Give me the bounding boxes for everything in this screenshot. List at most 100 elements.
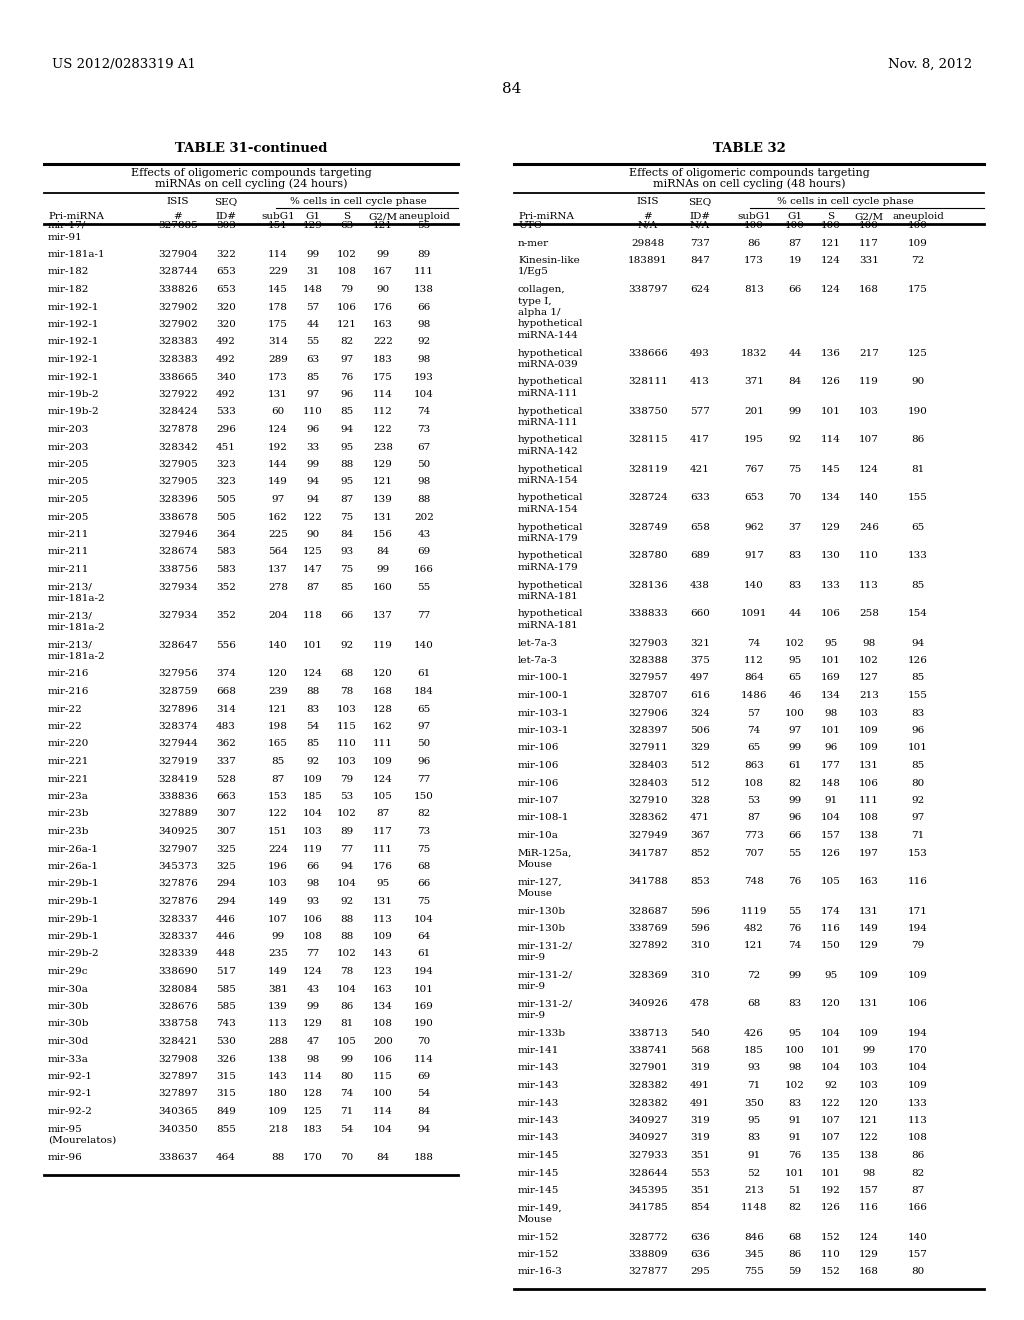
Text: 327907: 327907 [158, 845, 198, 854]
Text: 149: 149 [268, 898, 288, 906]
Text: 1/Eg5: 1/Eg5 [518, 268, 549, 276]
Text: 101: 101 [908, 743, 928, 752]
Text: 105: 105 [821, 878, 841, 887]
Text: hypothetical: hypothetical [518, 523, 584, 532]
Text: 85: 85 [340, 408, 353, 417]
Text: 143: 143 [373, 949, 393, 958]
Text: 90: 90 [911, 378, 925, 387]
Text: 84: 84 [340, 531, 353, 539]
Text: S: S [343, 213, 350, 220]
Text: (Mourelatos): (Mourelatos) [48, 1137, 117, 1144]
Text: mir-16-3: mir-16-3 [518, 1267, 563, 1276]
Text: 106: 106 [908, 999, 928, 1008]
Text: 84: 84 [503, 82, 521, 96]
Text: subG1: subG1 [261, 213, 295, 220]
Text: 183: 183 [373, 355, 393, 364]
Text: 92: 92 [824, 1081, 838, 1090]
Text: 87: 87 [306, 582, 319, 591]
Text: 109: 109 [859, 970, 879, 979]
Text: 67: 67 [418, 442, 431, 451]
Text: 63: 63 [306, 355, 319, 364]
Text: 131: 131 [859, 907, 879, 916]
Text: 109: 109 [859, 726, 879, 735]
Text: 303: 303 [216, 220, 236, 230]
Text: 96: 96 [788, 813, 802, 822]
Text: 381: 381 [268, 985, 288, 994]
Text: 653: 653 [744, 494, 764, 503]
Text: hypothetical: hypothetical [518, 348, 584, 358]
Text: mir-133b: mir-133b [518, 1028, 566, 1038]
Text: 168: 168 [859, 285, 879, 294]
Text: let-7a-3: let-7a-3 [518, 639, 558, 648]
Text: 326: 326 [216, 1055, 236, 1064]
Text: 113: 113 [268, 1019, 288, 1028]
Text: 74: 74 [340, 1089, 353, 1098]
Text: 497: 497 [690, 673, 710, 682]
Text: 43: 43 [418, 531, 431, 539]
Text: mir-149,: mir-149, [518, 1204, 562, 1213]
Text: 328396: 328396 [158, 495, 198, 504]
Text: 185: 185 [744, 1045, 764, 1055]
Text: Mouse: Mouse [518, 861, 553, 869]
Text: 73: 73 [418, 828, 431, 836]
Text: 117: 117 [373, 828, 393, 836]
Text: 307: 307 [216, 809, 236, 818]
Text: 106: 106 [859, 779, 879, 788]
Text: mir-100-1: mir-100-1 [518, 673, 569, 682]
Text: 124: 124 [303, 669, 323, 678]
Text: type I,: type I, [518, 297, 552, 305]
Text: 100: 100 [785, 709, 805, 718]
Text: 315: 315 [216, 1089, 236, 1098]
Text: Effects of oligomeric compounds targeting: Effects of oligomeric compounds targetin… [629, 168, 869, 178]
Text: 114: 114 [414, 1055, 434, 1064]
Text: mir-96: mir-96 [48, 1154, 83, 1163]
Text: 492: 492 [216, 389, 236, 399]
Text: 338826: 338826 [158, 285, 198, 294]
Text: mir-91: mir-91 [48, 232, 83, 242]
Text: 192: 192 [268, 442, 288, 451]
Text: 154: 154 [908, 610, 928, 619]
Text: 512: 512 [690, 779, 710, 788]
Text: 74: 74 [418, 408, 431, 417]
Text: 55: 55 [788, 907, 802, 916]
Text: mir-145: mir-145 [518, 1185, 559, 1195]
Text: 70: 70 [340, 1154, 353, 1163]
Text: 96: 96 [340, 389, 353, 399]
Text: 847: 847 [690, 256, 710, 265]
Text: mir-100-1: mir-100-1 [518, 690, 569, 700]
Text: 99: 99 [377, 565, 389, 574]
Text: mir-181a-2: mir-181a-2 [48, 623, 105, 632]
Text: 104: 104 [303, 809, 323, 818]
Text: 568: 568 [690, 1045, 710, 1055]
Text: 44: 44 [788, 610, 802, 619]
Text: 171: 171 [908, 907, 928, 916]
Text: 374: 374 [216, 669, 236, 678]
Text: 74: 74 [748, 639, 761, 648]
Text: 106: 106 [337, 302, 357, 312]
Text: 72: 72 [911, 256, 925, 265]
Text: miRNA-181: miRNA-181 [518, 620, 579, 630]
Text: 104: 104 [821, 1028, 841, 1038]
Text: 328382: 328382 [628, 1098, 668, 1107]
Text: 118: 118 [303, 611, 323, 620]
Text: 104: 104 [337, 879, 357, 888]
Text: 222: 222 [373, 338, 393, 346]
Text: 68: 68 [340, 669, 353, 678]
Text: 97: 97 [418, 722, 431, 731]
Text: hypothetical: hypothetical [518, 465, 584, 474]
Text: 105: 105 [337, 1038, 357, 1045]
Text: 163: 163 [373, 319, 393, 329]
Text: 327933: 327933 [628, 1151, 668, 1160]
Text: 101: 101 [785, 1168, 805, 1177]
Text: 341785: 341785 [628, 1204, 668, 1213]
Text: mir-152: mir-152 [518, 1250, 559, 1259]
Text: 338713: 338713 [628, 1028, 668, 1038]
Text: 103: 103 [859, 1081, 879, 1090]
Text: mir-22: mir-22 [48, 705, 83, 714]
Text: 320: 320 [216, 319, 236, 329]
Text: 327957: 327957 [628, 673, 668, 682]
Text: 338678: 338678 [158, 512, 198, 521]
Text: 149: 149 [859, 924, 879, 933]
Text: 863: 863 [744, 762, 764, 770]
Text: 102: 102 [337, 809, 357, 818]
